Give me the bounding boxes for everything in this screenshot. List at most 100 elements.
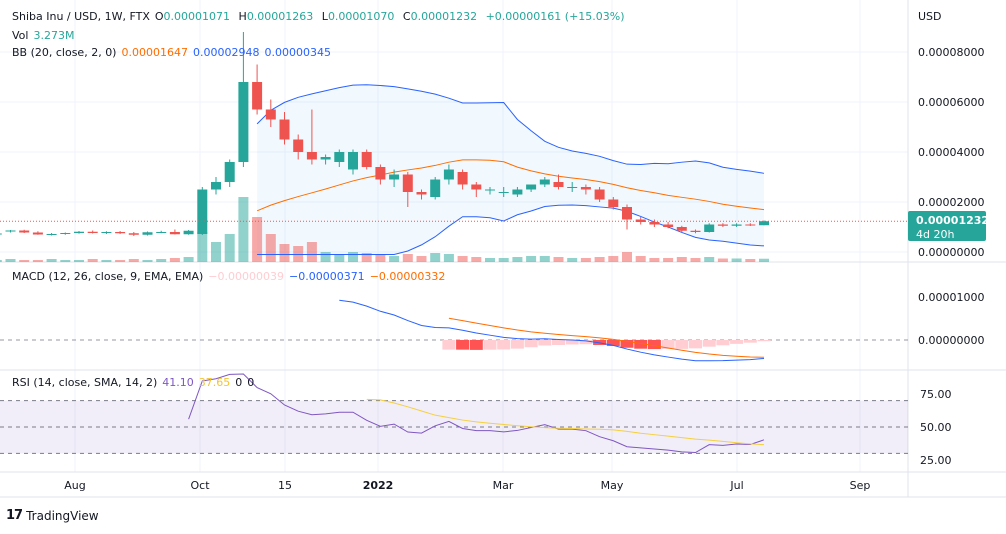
open-label: O	[154, 10, 164, 23]
high-label: H	[238, 10, 247, 23]
volume-bar	[608, 256, 619, 262]
volume-bar	[676, 257, 687, 262]
time-axis-label: Sep	[850, 479, 871, 492]
price-axis-tick: 0.00002000	[918, 196, 984, 209]
candle-body	[211, 182, 221, 190]
candle-body	[156, 232, 167, 233]
macd-histogram-bar	[469, 340, 483, 350]
candle-body	[389, 174, 400, 180]
volume-bar	[594, 257, 605, 262]
macd-signal-line	[448, 317, 765, 358]
candle-body	[567, 187, 578, 188]
volume-bar	[5, 259, 16, 262]
candle-body	[0, 233, 2, 235]
volume-bar	[0, 260, 2, 262]
macd-histogram-bar	[716, 340, 730, 346]
volume-bar	[580, 258, 591, 262]
rsi-ma-value: 37.65	[198, 376, 231, 389]
macd-axis-tick: 0.00001000	[918, 291, 984, 304]
candle-body	[704, 224, 715, 232]
price-axis-tick: 0.00004000	[918, 146, 984, 159]
candle-body	[608, 199, 619, 207]
volume-bar	[252, 217, 263, 262]
macd-histogram-bar	[456, 340, 470, 350]
volume-bar	[635, 256, 646, 262]
candle-body	[320, 157, 331, 160]
volume-bar	[348, 252, 358, 262]
macd-histogram-bar	[620, 340, 634, 348]
candle-body	[731, 224, 742, 226]
volume-legend[interactable]: Vol 3.273M	[12, 29, 79, 42]
bb-legend[interactable]: BB (20, close, 2, 0) 0.00001647 0.00002948…	[12, 46, 336, 59]
volume-bar	[265, 234, 276, 262]
candle-body	[649, 222, 660, 225]
time-axis-label: Mar	[493, 479, 514, 492]
candle-body	[759, 221, 769, 226]
candle-body	[622, 207, 632, 220]
candle-body	[183, 230, 194, 235]
close-value: 0.00001232	[410, 10, 478, 23]
bb-upper-line	[256, 84, 765, 174]
macd-histogram-bar	[552, 340, 565, 345]
candle-body	[60, 233, 71, 234]
high-value: 0.00001263	[246, 10, 314, 23]
macd-histogram-bar	[579, 340, 593, 345]
time-axis-label: Oct	[190, 479, 210, 492]
candle-body	[580, 187, 591, 190]
price-axis-currency: USD	[918, 10, 942, 23]
volume-bar	[443, 254, 454, 262]
macd-histogram-bar	[757, 340, 771, 342]
volume-bar	[759, 258, 769, 262]
last-price-badge	[908, 211, 986, 241]
candle-body	[279, 119, 290, 140]
rsi-legend[interactable]: RSI (14, close, SMA, 14, 2) 41.10 37.65 0 0	[12, 376, 259, 389]
candle-body	[512, 189, 523, 195]
macd-axis-tick: 0.00000000	[918, 334, 984, 347]
volume-bar	[306, 242, 317, 262]
volume-bar	[471, 257, 482, 262]
candle-body	[101, 232, 112, 233]
volume-bar	[197, 232, 208, 262]
candle-body	[32, 232, 43, 235]
volume-bar	[238, 197, 249, 262]
candle-body	[745, 224, 756, 226]
macd-histogram-bar	[497, 340, 511, 350]
candle-body	[115, 232, 126, 234]
candle-body	[306, 152, 317, 160]
macd-signal-value: −0.00000332	[369, 270, 446, 283]
candle-body	[485, 189, 495, 191]
candle-body	[87, 231, 98, 233]
macd-histogram-bar	[538, 340, 552, 346]
macd-legend[interactable]: MACD (12, 26, close, 9, EMA, EMA) −0.0000…	[12, 270, 450, 283]
volume-bar	[512, 257, 523, 262]
open-value: 0.00001071	[163, 10, 231, 23]
volume-bar	[416, 256, 427, 262]
volume-bar	[745, 259, 756, 262]
volume-bar	[539, 256, 550, 262]
candle-body	[498, 192, 509, 193]
candle-body	[197, 189, 208, 234]
macd-hist-value: −0.00000039	[208, 270, 284, 283]
macd-histogram-bar	[702, 340, 716, 347]
bar-countdown-label: 4d 20h	[916, 228, 954, 241]
volume-value: 3.273M	[33, 29, 75, 42]
candle-body	[252, 82, 263, 110]
volume-bar	[663, 258, 674, 262]
candle-body	[553, 182, 564, 187]
volume-bar	[717, 258, 728, 262]
tradingview-logo[interactable]: 17 TradingView	[6, 508, 99, 523]
last-price-label: 0.00001232	[916, 214, 989, 227]
symbol-title: Shiba Inu / USD, 1W, FTX	[12, 10, 150, 23]
macd-histogram-bar	[442, 340, 456, 350]
volume-bar	[224, 234, 235, 262]
rsi-axis-tick: 75.00	[920, 388, 952, 401]
change-value: +0.00000161 (+15.03%)	[485, 10, 625, 23]
volume-bar	[87, 259, 98, 262]
candle-body	[375, 167, 386, 180]
time-axis-label: Jul	[729, 479, 743, 492]
candle-body	[402, 174, 413, 192]
volume-bar	[567, 258, 578, 262]
bb-upper-value: 0.00002948	[192, 46, 260, 59]
candle-body	[224, 162, 235, 182]
